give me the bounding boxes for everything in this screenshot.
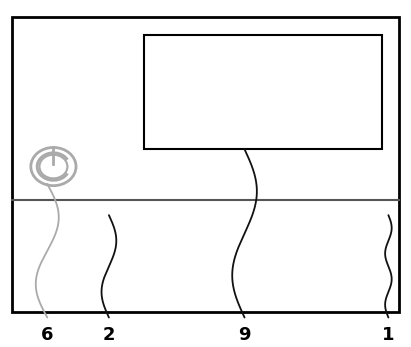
Bar (144, 35, 382, 149)
Text: 6: 6 (41, 325, 53, 344)
Text: 1: 1 (382, 325, 395, 344)
Text: 9: 9 (238, 325, 251, 344)
Text: 2: 2 (103, 325, 115, 344)
Bar (12, 17, 399, 312)
